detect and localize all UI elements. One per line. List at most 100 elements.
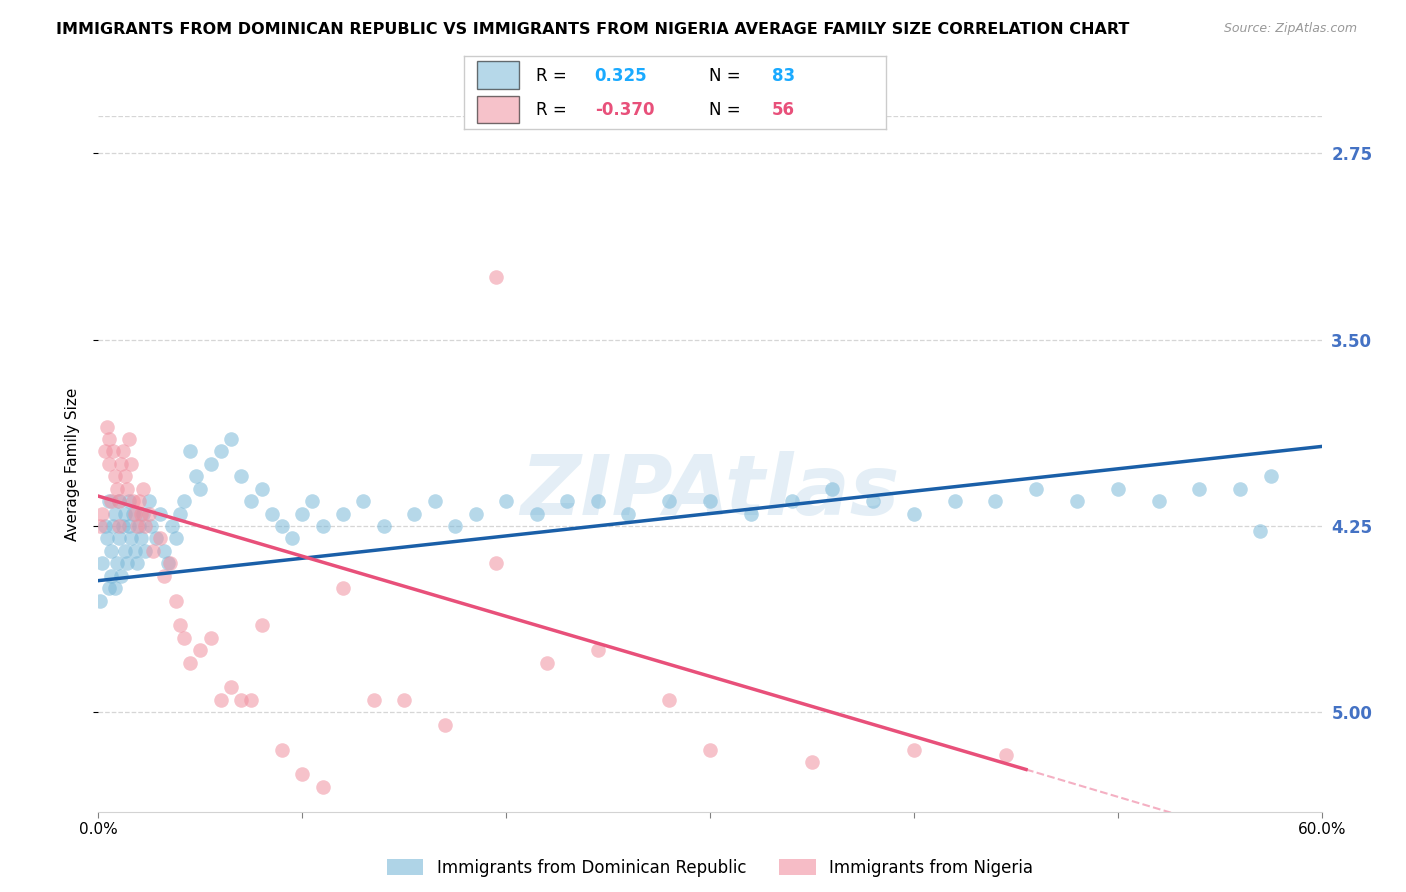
Point	[149, 507, 172, 521]
Point	[179, 656, 201, 670]
Point	[127, 519, 149, 533]
Point	[93, 444, 115, 458]
Point	[434, 717, 457, 731]
Point	[943, 494, 966, 508]
Point	[1025, 482, 1047, 496]
Point	[173, 631, 195, 645]
Point	[156, 556, 179, 570]
Point	[104, 469, 127, 483]
Point	[111, 519, 134, 533]
Point	[138, 507, 160, 521]
Point	[134, 544, 156, 558]
Point	[169, 507, 191, 521]
Point	[124, 544, 146, 558]
Point	[124, 507, 146, 521]
Point	[149, 532, 172, 546]
Point	[291, 507, 314, 521]
Point	[97, 494, 120, 508]
Text: R =: R =	[536, 67, 572, 85]
Point	[526, 507, 548, 521]
Point	[373, 519, 395, 533]
Point	[120, 457, 142, 471]
Point	[821, 482, 844, 496]
Point	[617, 507, 640, 521]
Point	[145, 532, 167, 546]
Point	[186, 469, 208, 483]
Point	[984, 494, 1007, 508]
Point	[118, 432, 141, 446]
Point	[96, 532, 118, 546]
Point	[332, 581, 354, 595]
Point	[96, 419, 118, 434]
Point	[142, 544, 165, 558]
Point	[188, 643, 212, 657]
Point	[363, 693, 385, 707]
Point	[120, 532, 142, 546]
Point	[586, 643, 609, 657]
FancyBboxPatch shape	[477, 62, 519, 89]
Point	[392, 693, 416, 707]
Point	[108, 532, 131, 546]
Point	[91, 556, 114, 570]
Legend: Immigrants from Dominican Republic, Immigrants from Nigeria: Immigrants from Dominican Republic, Immi…	[380, 852, 1040, 883]
Point	[862, 494, 884, 508]
Point	[231, 693, 253, 707]
Point	[114, 507, 136, 521]
Point	[209, 693, 232, 707]
Point	[423, 494, 446, 508]
Point	[301, 494, 323, 508]
Point	[132, 482, 155, 496]
Point	[152, 544, 174, 558]
Point	[152, 568, 174, 582]
Point	[240, 693, 263, 707]
Point	[128, 519, 150, 533]
Point	[138, 494, 160, 508]
FancyBboxPatch shape	[477, 95, 519, 123]
Point	[994, 747, 1017, 762]
Point	[115, 482, 138, 496]
Point	[110, 568, 132, 582]
Point	[312, 780, 335, 794]
Point	[1260, 469, 1282, 483]
Point	[536, 656, 558, 670]
Point	[100, 544, 122, 558]
Text: N =: N =	[709, 67, 745, 85]
Point	[780, 494, 803, 508]
Point	[903, 742, 925, 756]
Point	[352, 494, 374, 508]
Point	[485, 556, 508, 570]
Point	[1229, 482, 1251, 496]
Point	[122, 494, 145, 508]
Point	[250, 618, 273, 632]
Point	[250, 482, 273, 496]
Point	[557, 494, 579, 508]
Point	[485, 270, 508, 285]
Point	[1249, 524, 1271, 538]
Point	[169, 618, 191, 632]
Point	[231, 469, 253, 483]
Point	[110, 457, 132, 471]
Point	[219, 432, 242, 446]
Point	[312, 519, 335, 533]
Point	[101, 519, 124, 533]
Point	[97, 432, 120, 446]
Text: N =: N =	[709, 101, 745, 119]
Point	[104, 507, 127, 521]
Point	[129, 532, 152, 546]
Point	[260, 507, 283, 521]
Point	[165, 532, 187, 546]
Point	[114, 544, 136, 558]
Point	[209, 444, 232, 458]
Point	[89, 519, 111, 533]
Point	[141, 519, 163, 533]
Point	[658, 693, 681, 707]
Text: IMMIGRANTS FROM DOMINICAN REPUBLIC VS IMMIGRANTS FROM NIGERIA AVERAGE FAMILY SIZ: IMMIGRANTS FROM DOMINICAN REPUBLIC VS IM…	[56, 22, 1129, 37]
Text: 0.325: 0.325	[595, 67, 647, 85]
Point	[108, 519, 131, 533]
Point	[108, 494, 131, 508]
Point	[444, 519, 467, 533]
Point	[128, 494, 150, 508]
Point	[134, 519, 156, 533]
Point	[699, 742, 721, 756]
Text: 83: 83	[772, 67, 794, 85]
